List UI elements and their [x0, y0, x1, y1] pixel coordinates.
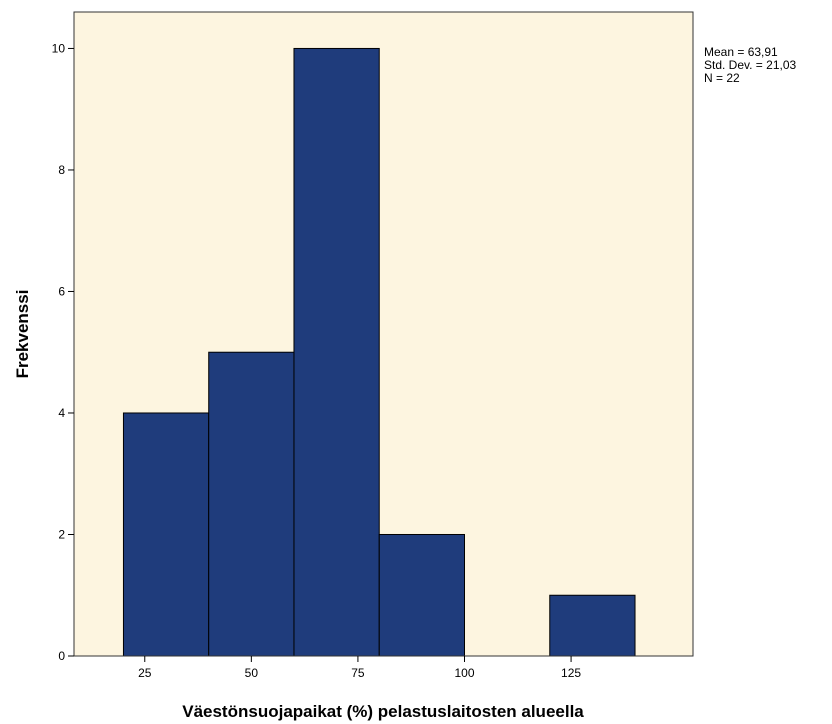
x-axis: 25 50 75 100 125 [138, 656, 581, 680]
x-tick-label: 125 [561, 666, 581, 680]
y-tick-label: 8 [58, 163, 65, 177]
x-tick-label: 50 [245, 666, 259, 680]
x-tick-label: 100 [454, 666, 474, 680]
stat-n: N = 22 [704, 71, 740, 85]
y-tick-label: 2 [58, 527, 65, 541]
y-tick-label: 10 [52, 41, 66, 55]
stat-mean: Mean = 63,91 [704, 45, 778, 59]
histogram-bar-2 [293, 47, 380, 657]
x-axis-title: Väestönsuojapaikat (%) pelastuslaitosten… [182, 702, 584, 721]
stats-box: Mean = 63,91 Std. Dev. = 21,03 N = 22 [704, 45, 796, 85]
x-tick-label: 25 [138, 666, 152, 680]
histogram-bar-3 [378, 533, 465, 657]
histogram-bar-1 [208, 351, 295, 657]
histogram-bar-5 [549, 594, 636, 657]
x-tick-label: 75 [351, 666, 365, 680]
y-tick-label: 4 [58, 406, 65, 420]
histogram-bar-0 [122, 412, 210, 657]
y-axis: 0 2 4 6 8 10 [52, 41, 74, 663]
stat-std-dev: Std. Dev. = 21,03 [704, 58, 796, 72]
bars-group [122, 47, 636, 657]
y-axis-title: Frekvenssi [13, 290, 32, 379]
plot-frame [73, 11, 694, 657]
y-tick-label: 6 [58, 284, 65, 298]
y-tick-label: 0 [58, 649, 65, 663]
